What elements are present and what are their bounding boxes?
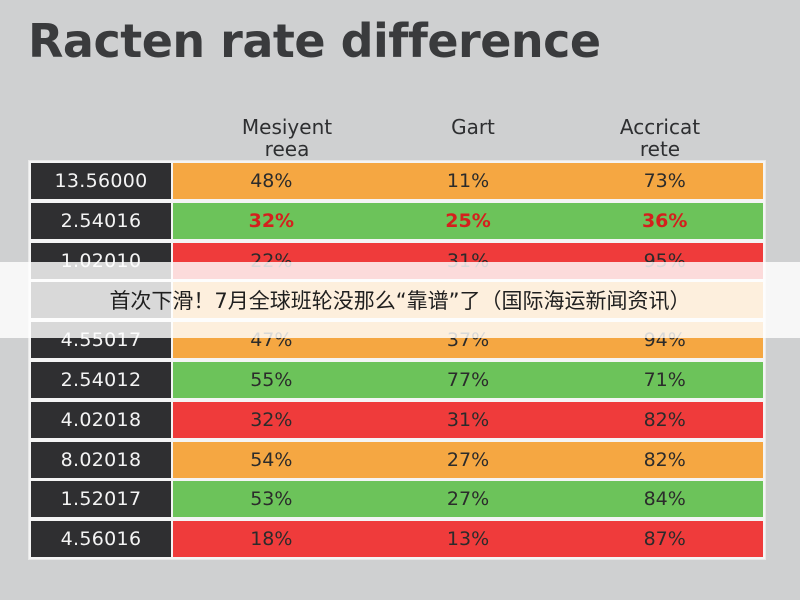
row-values: 32% 31% 82% bbox=[173, 401, 763, 438]
value-cell: 84% bbox=[643, 488, 686, 511]
column-header-2: Gart bbox=[451, 115, 495, 139]
value-cell: 11% bbox=[446, 170, 490, 192]
column-header-3: Accricat rete bbox=[619, 115, 701, 161]
row-id-cell: 2.54016 bbox=[31, 202, 171, 239]
row-id-cell: 2.54012 bbox=[31, 362, 171, 398]
table-row: 2.54016 32% 25% 36% bbox=[31, 202, 763, 239]
row-id-cell: 8.02018 bbox=[31, 441, 171, 478]
caption-text: 首次下滑！7月全球班轮没那么“靠谱”了（国际海运新闻资讯） bbox=[109, 289, 691, 313]
row-values: 32% 25% 36% bbox=[173, 202, 763, 239]
value-cell: 82% bbox=[643, 448, 686, 471]
value-cell: 55% bbox=[250, 369, 293, 391]
value-cell: 32% bbox=[250, 408, 293, 431]
value-cell: 25% bbox=[445, 209, 491, 232]
caption-banner: 首次下滑！7月全球班轮没那么“靠谱”了（国际海运新闻资讯） bbox=[0, 262, 800, 338]
value-cell: 82% bbox=[643, 408, 686, 431]
row-values: 54% 27% 82% bbox=[173, 441, 763, 478]
value-cell: 77% bbox=[446, 369, 490, 391]
data-table: 13.56000 48% 11% 73% 2.54016 32% 25% 36% 1.02010… bbox=[28, 160, 766, 560]
row-id-cell: 4.56016 bbox=[31, 521, 171, 558]
value-cell: 53% bbox=[250, 488, 293, 511]
table-row: 1.52017 53% 27% 84% bbox=[31, 481, 763, 518]
table-row: 4.02018 32% 31% 82% bbox=[31, 401, 763, 438]
row-values: 55% 77% 71% bbox=[173, 362, 763, 398]
value-cell: 36% bbox=[641, 209, 688, 232]
row-values: 18% 13% 87% bbox=[173, 521, 763, 558]
value-cell: 27% bbox=[446, 448, 490, 471]
row-id-cell: 1.52017 bbox=[31, 481, 171, 518]
value-cell: 48% bbox=[250, 170, 293, 192]
value-cell: 32% bbox=[248, 209, 295, 232]
value-cell: 87% bbox=[643, 528, 686, 551]
value-cell: 31% bbox=[446, 408, 490, 431]
table-row: 2.54012 55% 77% 71% bbox=[31, 362, 763, 398]
row-id-cell: 4.02018 bbox=[31, 401, 171, 438]
value-cell: 73% bbox=[643, 170, 686, 192]
chart-title: Racten rate difference bbox=[28, 14, 601, 68]
table-row: 8.02018 54% 27% 82% bbox=[31, 441, 763, 478]
row-id-cell: 13.56000 bbox=[31, 163, 171, 199]
value-cell: 54% bbox=[250, 448, 293, 471]
row-values: 48% 11% 73% bbox=[173, 163, 763, 199]
value-cell: 71% bbox=[643, 369, 686, 391]
table-row: 13.56000 48% 11% 73% bbox=[31, 163, 763, 199]
value-cell: 18% bbox=[250, 528, 293, 551]
row-values: 53% 27% 84% bbox=[173, 481, 763, 518]
column-header-1: Mesiyent reea bbox=[241, 115, 333, 161]
value-cell: 13% bbox=[446, 528, 490, 551]
table-row: 4.56016 18% 13% 87% bbox=[31, 521, 763, 558]
value-cell: 27% bbox=[446, 488, 490, 511]
